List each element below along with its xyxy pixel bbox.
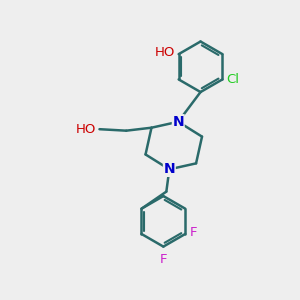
Text: F: F [190, 226, 197, 239]
Text: N: N [172, 115, 184, 129]
Text: HO: HO [155, 46, 175, 59]
Text: Cl: Cl [226, 73, 239, 86]
Text: N: N [164, 162, 175, 176]
Text: HO: HO [76, 123, 97, 136]
Text: F: F [160, 253, 167, 266]
